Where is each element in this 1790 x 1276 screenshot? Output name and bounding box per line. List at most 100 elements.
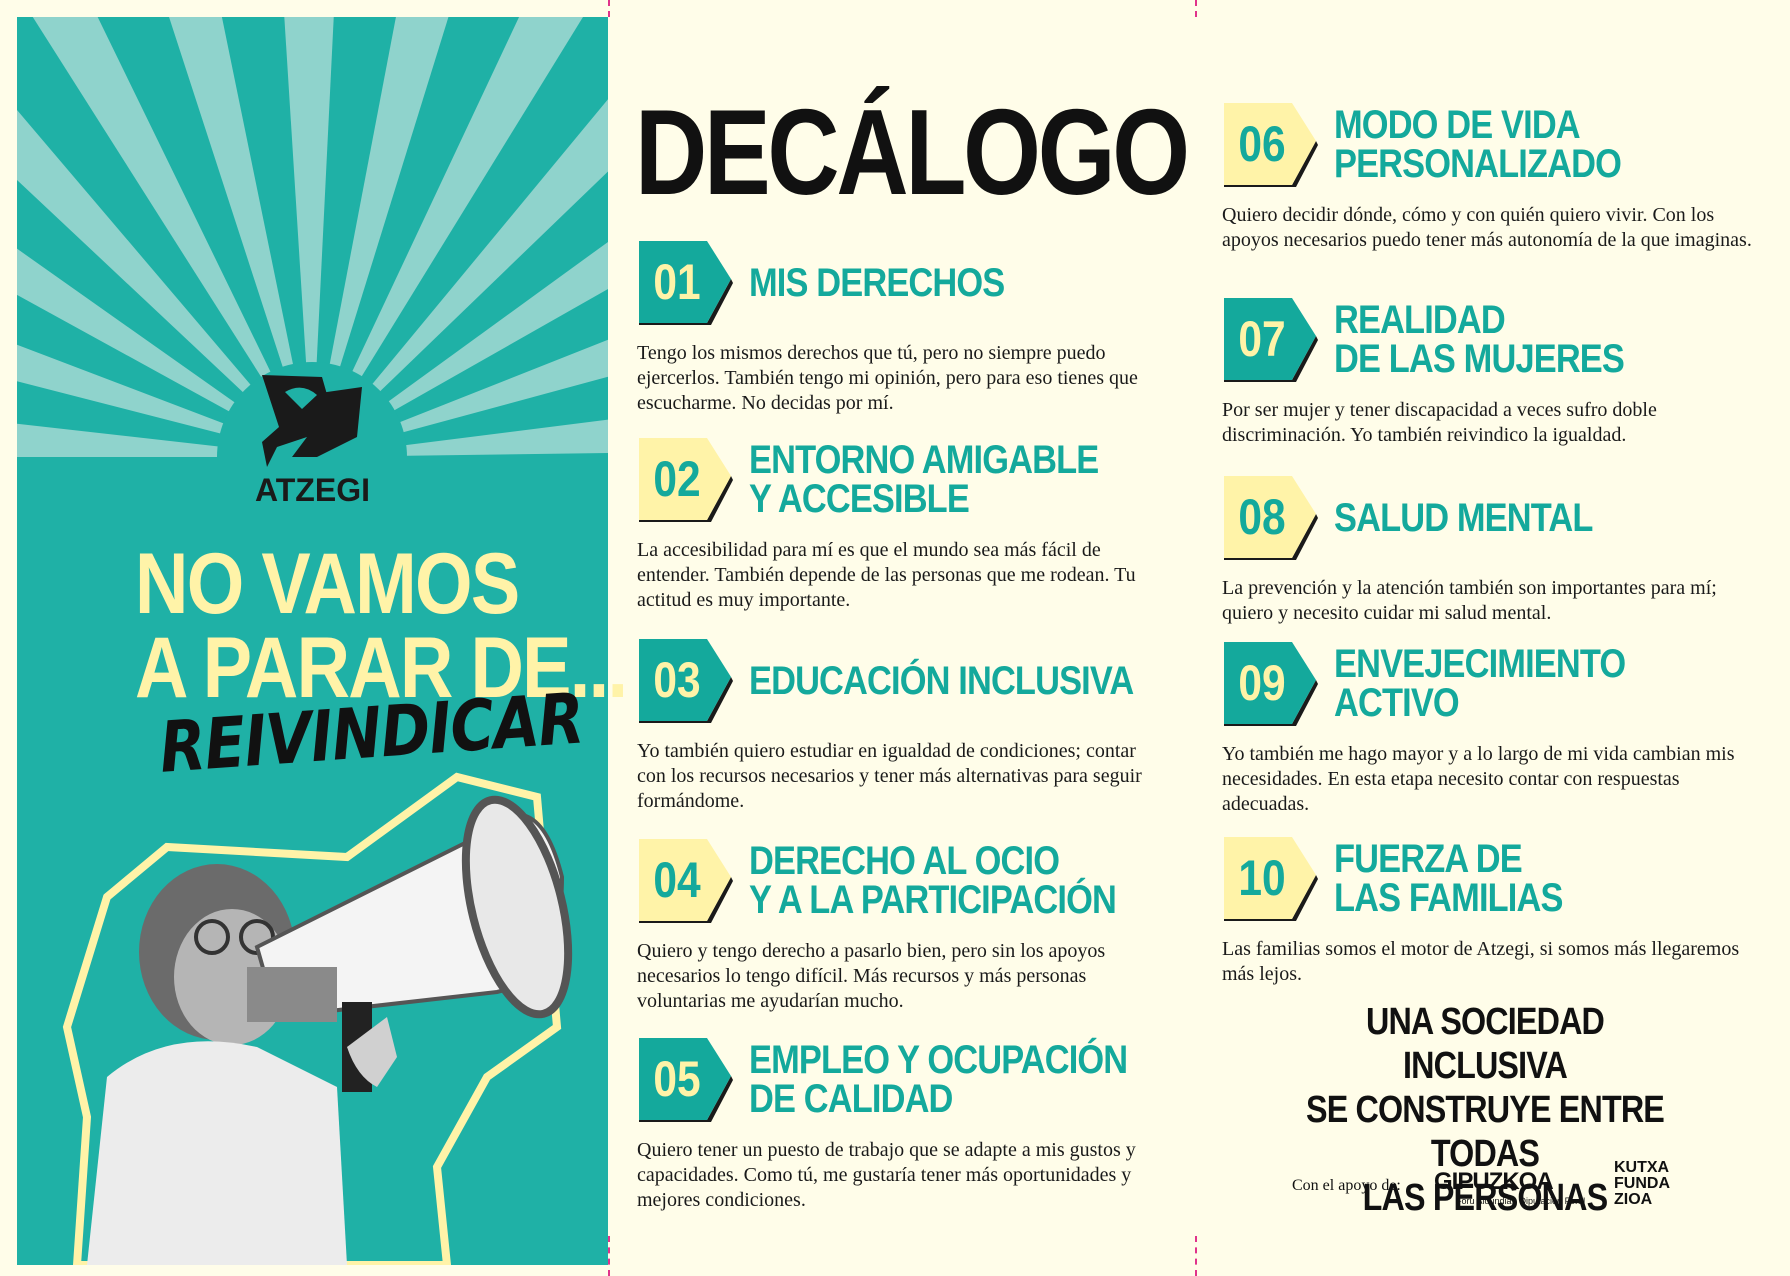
ray (32, 17, 312, 457)
badge-shape (1224, 642, 1316, 724)
slogan-line: LAS PERSONAS (1362, 1177, 1609, 1219)
item-number: 06 (1238, 116, 1285, 172)
item-header: 04 DERECHO AL OCIO Y A LA PARTICIPACIÓN (637, 837, 1197, 929)
item-title-line: FUERZA DE (1334, 837, 1523, 881)
item-title-line: ENVEJECIMIENTO (1334, 642, 1626, 686)
item-text: Quiero y tengo derecho a pasarlo bien, p… (637, 940, 1106, 1012)
item-text: Yo también me hago mayor y a lo largo de… (1222, 743, 1735, 815)
item-header: 08 SALUD MENTAL (1222, 474, 1782, 566)
cover-panel: ATZEGI NO VAMOS A PARAR DE... REIVINDICA… (17, 17, 628, 1265)
badge-shape (639, 438, 731, 520)
item-text: La accesibilidad para mí es que el mundo… (637, 539, 1136, 611)
closing-slogan: UNA SOCIEDAD INCLUSIVA SE CONSTRUYE ENTR… (1250, 1000, 1720, 1220)
number-badge: 07 (1224, 298, 1318, 382)
decalogo-title: DECÁLOGO (635, 84, 1190, 220)
ray (284, 17, 334, 457)
item-title-line: MIS DERECHOS (749, 260, 1005, 305)
item-header: 07 REALIDAD DE LAS MUJERES (1222, 296, 1782, 388)
ray (312, 241, 608, 457)
ray (312, 339, 608, 457)
logo-text: ATZEGI (255, 472, 370, 508)
sponsor-name-line: ZIOA (1614, 1191, 1653, 1208)
item-header: 06 MODO DE VIDA PERSONALIZADO (1222, 101, 1782, 193)
ray (169, 17, 312, 457)
badge-shape (1224, 837, 1316, 919)
number-badge: 02 (639, 438, 733, 522)
sponsor-kutxa: KUTXA FUNDA ZIOA (1614, 1160, 1670, 1208)
decalogue-item: 04 DERECHO AL OCIO Y A LA PARTICIPACIÓN Qui… (637, 837, 1197, 1014)
sponsor-name: GIPUZKOA (1434, 1168, 1554, 1195)
decalogue-item: 03 EDUCACIÓN INCLUSIVA Yo también quiero e… (637, 637, 1197, 814)
number-badge: 10 (1224, 837, 1318, 921)
badge-shape (1224, 298, 1316, 380)
item-title: ENTORNO AMIGABLE Y ACCESIBLE (749, 436, 1099, 524)
number-badge: 03 (639, 639, 733, 723)
slogan-line: UNA SOCIEDAD INCLUSIVA (1365, 1001, 1605, 1087)
item-header: 10 FUERZA DE LAS FAMILIAS (1222, 835, 1782, 927)
decalogue-item: 02 ENTORNO AMIGABLE Y ACCESIBLE La accesibi… (637, 436, 1197, 613)
item-title-line: ACTIVO (1334, 681, 1460, 725)
sponsor-subtitle: Foru Aldundia · Diputación Foral (1456, 1196, 1586, 1206)
decalogue-item: 06 MODO DE VIDA PERSONALIZADO Quiero decidi… (1222, 101, 1782, 253)
item-title-line: Y A LA PARTICIPACIÓN (749, 878, 1117, 922)
item-text: Las familias somos el motor de Atzegi, s… (1222, 938, 1740, 985)
item-title-line: LAS FAMILIAS (1334, 876, 1563, 920)
item-number: 08 (1238, 489, 1285, 545)
item-number: 09 (1238, 655, 1285, 711)
item-number: 03 (653, 652, 700, 708)
item-title-line: ENTORNO AMIGABLE (749, 438, 1099, 482)
item-title: FUERZA DE LAS FAMILIAS (1334, 835, 1563, 923)
decalogue-item: 10 FUERZA DE LAS FAMILIAS Las familias somo… (1222, 835, 1782, 987)
ray (312, 17, 583, 457)
item-title: MODO DE VIDA PERSONALIZADO (1334, 101, 1622, 189)
item-number: 10 (1238, 850, 1285, 906)
badge-shape (639, 241, 731, 323)
item-title: MIS DERECHOS (749, 239, 1005, 327)
item-number: 01 (653, 254, 700, 310)
badge-shape (1224, 103, 1316, 185)
item-text: La prevención y la atención también son … (1222, 577, 1717, 624)
item-title-line: SALUD MENTAL (1334, 495, 1593, 540)
item-text: Por ser mujer y tener discapacidad a vec… (1222, 399, 1657, 446)
headline-line: A PARAR DE... (135, 620, 628, 716)
number-badge: 09 (1224, 642, 1318, 726)
item-header: 09 ENVEJECIMIENTO ACTIVO (1222, 640, 1782, 732)
item-title: ENVEJECIMIENTO ACTIVO (1334, 640, 1626, 728)
item-title-line: EMPLEO Y OCUPACIÓN (749, 1038, 1128, 1082)
badge-shape (1224, 476, 1316, 558)
decalogue-item: 01 MIS DERECHOS Tengo los mismos derechos … (637, 239, 1197, 416)
item-title: EMPLEO Y OCUPACIÓN DE CALIDAD (749, 1036, 1128, 1124)
number-badge: 08 (1224, 476, 1318, 560)
item-title-line: Y ACCESIBLE (749, 477, 970, 521)
item-title: SALUD MENTAL (1334, 474, 1593, 562)
item-title: DERECHO AL OCIO Y A LA PARTICIPACIÓN (749, 837, 1117, 925)
number-badge: 04 (639, 839, 733, 923)
item-title: EDUCACIÓN INCLUSIVA (749, 637, 1134, 725)
item-number: 02 (653, 451, 700, 507)
fold-mark (608, 1236, 610, 1276)
item-title-line: MODO DE VIDA (1334, 103, 1581, 147)
headline-line: NO VAMOS (135, 536, 520, 632)
item-title-line: PERSONALIZADO (1334, 142, 1622, 186)
ray (312, 17, 449, 457)
ray (312, 99, 608, 457)
item-number: 05 (653, 1051, 700, 1107)
item-text: Yo también quiero estudiar en igualdad d… (637, 740, 1142, 812)
item-title-line: DE LAS MUJERES (1334, 337, 1625, 381)
number-badge: 05 (639, 1038, 733, 1122)
item-header: 01 MIS DERECHOS (637, 239, 1197, 331)
item-text: Quiero tener un puesto de trabajo que se… (637, 1139, 1136, 1211)
decalogue-item: 05 EMPLEO Y OCUPACIÓN DE CALIDAD Quiero ten… (637, 1036, 1197, 1213)
badge-shape (639, 639, 731, 721)
sponsor-name-line: KUTXA (1614, 1159, 1670, 1176)
decalogue-item: 08 SALUD MENTAL La prevención y la atenció… (1222, 474, 1782, 626)
item-header: 05 EMPLEO Y OCUPACIÓN DE CALIDAD (637, 1036, 1197, 1128)
item-title-line: REALIDAD (1334, 298, 1506, 342)
fold-mark (1195, 1236, 1197, 1276)
decalogue-item: 07 REALIDAD DE LAS MUJERES Por ser mujer y … (1222, 296, 1782, 448)
support-label: Con el apoyo de: (1292, 1177, 1401, 1194)
headline: NO VAMOS A PARAR DE... (135, 536, 628, 716)
cover-art (17, 17, 608, 1265)
